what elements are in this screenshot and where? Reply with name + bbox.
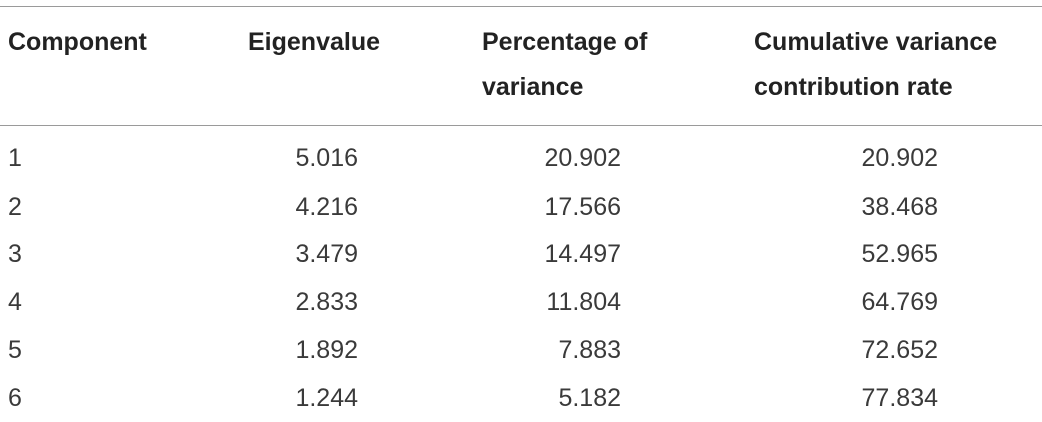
table-cell: 7.883 (558, 336, 621, 364)
table-cell: 77.834 (861, 384, 938, 412)
column-header: Percentage of variance (482, 28, 648, 101)
table-cell: 3.479 (295, 240, 358, 268)
row-label: 2 (8, 193, 22, 221)
row-label: 6 (8, 384, 22, 412)
table-cell: 4.216 (295, 193, 358, 221)
table-cell: 52.965 (861, 240, 938, 268)
table-cell: 38.468 (861, 193, 938, 221)
row-label: 4 (8, 288, 22, 316)
column-header: Component (8, 28, 147, 56)
table-cell: 1.892 (295, 336, 358, 364)
table-cell: 1.244 (295, 384, 358, 412)
top-rule (0, 6, 1042, 7)
table-cell: 14.497 (544, 240, 621, 268)
page: {"table": { "header": ["Component", "Eig… (0, 6, 1042, 412)
row-label: 5 (8, 336, 22, 364)
table-cell: 72.652 (861, 336, 938, 364)
table-cell: 17.566 (544, 193, 621, 221)
table-cell: 11.804 (546, 288, 621, 316)
column-header: Eigenvalue (248, 28, 380, 56)
table-cell: 64.769 (861, 288, 938, 316)
table-cell: 5.182 (558, 384, 621, 412)
row-label: 3 (8, 240, 22, 268)
row-label: 1 (8, 144, 22, 172)
header-rule (0, 125, 1042, 126)
table-cell: 20.902 (544, 144, 621, 172)
table-cell: 2.833 (295, 288, 358, 316)
table-cell: 20.902 (861, 144, 938, 172)
table-cell: 5.016 (295, 144, 358, 172)
column-header: Cumulative variance contribution rate (754, 28, 998, 101)
